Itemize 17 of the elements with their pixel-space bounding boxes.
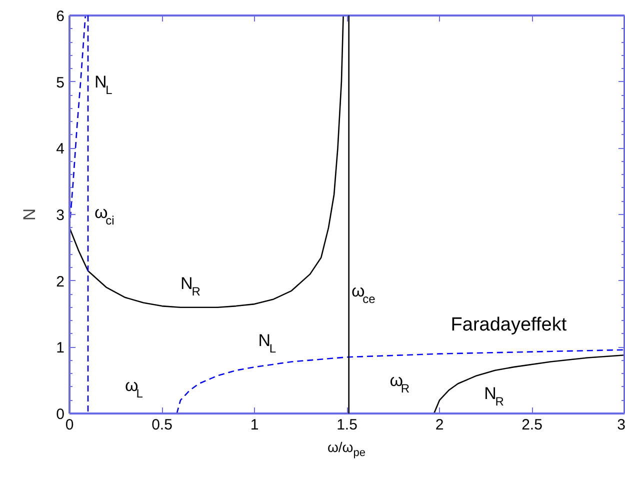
- y-tick-label: 3: [56, 207, 64, 224]
- x-tick-label: 2: [435, 416, 444, 434]
- y-tick-label: 1: [56, 340, 64, 357]
- annotation: Faradayeffekt: [450, 314, 568, 336]
- x-axis-title: ω/ω$_{pe}$: [327, 438, 366, 461]
- line-series: [433, 354, 624, 414]
- x-tick-label: 0.5: [152, 416, 172, 434]
- x-tick-label: 3: [617, 416, 625, 434]
- y-tick-label: 0: [56, 406, 64, 423]
- x-tick-label: 1: [250, 416, 259, 434]
- y-tick-label: 6: [56, 8, 64, 25]
- x-tick-label: 2.5: [522, 416, 542, 434]
- y-tick-label: 2: [56, 273, 64, 290]
- x-tick-label: 1.5: [336, 416, 358, 434]
- y-tick-label: 4: [56, 140, 64, 158]
- y-axis-title: N: [20, 208, 40, 221]
- y-tick-label: 5: [56, 74, 64, 92]
